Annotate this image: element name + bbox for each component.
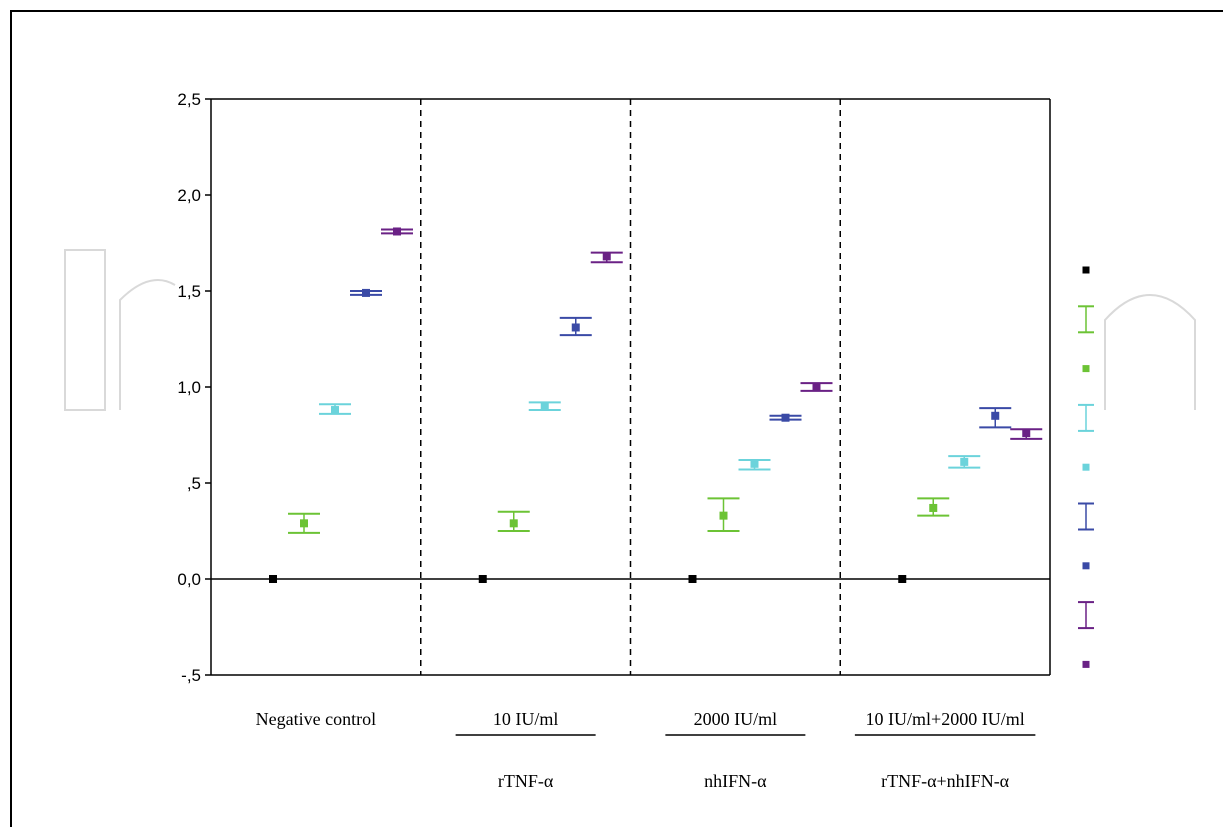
data-point (393, 227, 401, 236)
figure-frame (10, 10, 1223, 827)
legend-point-swatch (1082, 660, 1090, 668)
y-tick-label: 2,0 (177, 186, 201, 205)
data-point (898, 575, 907, 583)
data-point (688, 575, 697, 583)
data-point (719, 511, 728, 520)
legend-point-swatch (1082, 365, 1090, 373)
data-point (602, 252, 611, 261)
data-point (331, 406, 339, 415)
data-point (929, 503, 938, 512)
y-tick-label: ,5 (187, 474, 201, 493)
data-point (540, 402, 549, 411)
y-tick-label: -,5 (181, 666, 201, 685)
data-point (812, 383, 821, 391)
y-tick-label: 2,5 (177, 90, 201, 109)
watermark-shape (64, 249, 106, 411)
legend-point-swatch (1082, 463, 1090, 471)
data-point (269, 575, 277, 583)
watermark-shape (119, 279, 176, 410)
data-point (781, 413, 790, 422)
group-label: 2000 IU/ml (694, 709, 778, 729)
y-tick-label: 1,0 (177, 378, 201, 397)
data-point (960, 457, 969, 466)
group-label: 10 IU/ml (493, 709, 559, 729)
group-label: 10 IU/ml+2000 IU/ml (866, 709, 1025, 729)
group-sublabel: rTNF-α+nhIFN-α (881, 771, 1010, 791)
data-point (571, 323, 580, 332)
group-sublabel: nhIFN-α (704, 771, 767, 791)
y-tick-label: 0,0 (177, 570, 201, 589)
y-tick-label: 1,5 (177, 282, 201, 301)
group-label: Negative control (256, 709, 376, 729)
legend-point-swatch (1082, 266, 1090, 274)
data-point (509, 519, 518, 528)
data-point (300, 519, 308, 528)
group-sublabel: rTNF-α (498, 771, 554, 791)
data-point (991, 411, 1000, 420)
data-point (750, 459, 759, 468)
legend-point-swatch (1082, 562, 1090, 570)
data-point (1022, 429, 1031, 438)
watermark-shape (1104, 294, 1196, 410)
data-point (478, 575, 487, 583)
data-point (362, 288, 370, 297)
